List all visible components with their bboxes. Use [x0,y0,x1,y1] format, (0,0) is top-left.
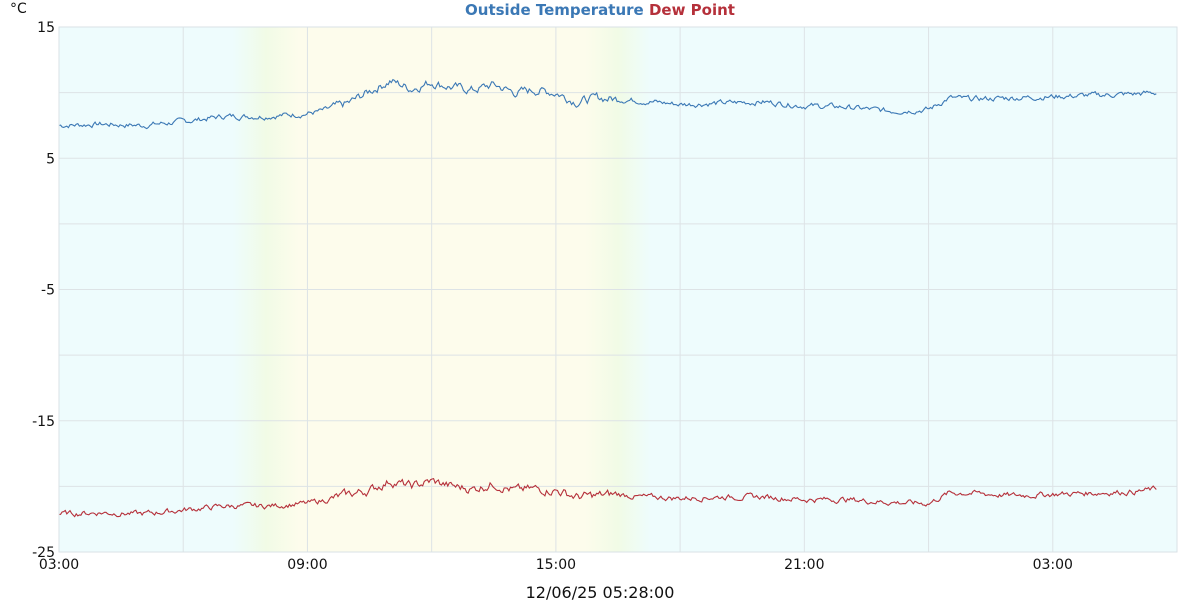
x-tick-label: 15:00 [536,557,576,573]
series-lines [58,78,1157,518]
y-tick-label: 15 [37,20,55,36]
y-unit-label: °C [10,1,27,17]
x-tick-label: 03:00 [39,557,79,573]
y-tick-labels: 15 5 -5 -15 -25 [32,20,55,561]
timestamp-footer: 12/06/25 05:28:00 [526,583,675,600]
y-tick-label: -15 [32,414,55,430]
series-line-outside-temperature[interactable] [58,78,1157,130]
chart-title: Outside Temperature Dew Point [465,1,735,19]
x-tick-label: 03:00 [1033,557,1073,573]
x-tick-label: 09:00 [287,557,327,573]
y-tick-label: -5 [41,283,55,299]
x-tick-label: 21:00 [784,557,824,573]
series-line-dew-point[interactable] [58,477,1157,518]
x-tick-labels: 03:00 09:00 15:00 21:00 03:00 [39,557,1073,573]
plot-border [58,26,1178,553]
y-tick-label: -25 [32,545,55,561]
legend-outside-temperature[interactable]: Outside Temperature [465,1,644,19]
legend-dew-point[interactable]: Dew Point [649,1,735,19]
y-tick-label: 5 [46,151,55,167]
